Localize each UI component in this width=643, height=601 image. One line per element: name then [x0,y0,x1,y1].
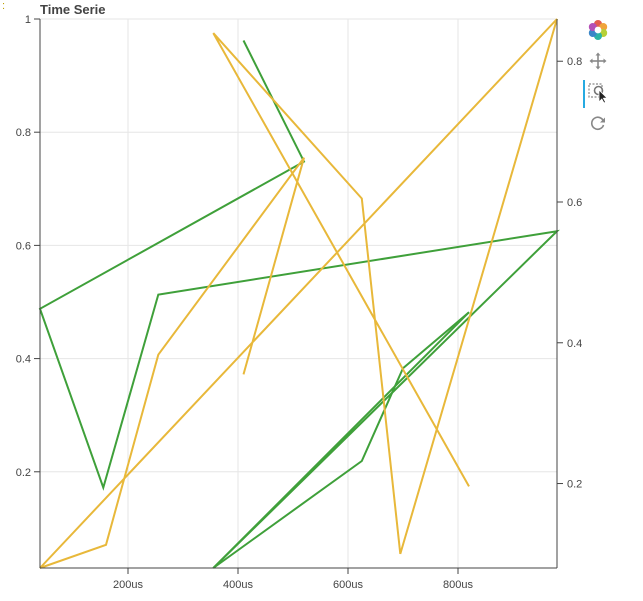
y-left-tick-label: 0.2 [16,467,31,479]
y-left-tick-label: 1 [25,14,31,26]
y-right-tick-label: 0.6 [567,197,582,209]
y-right-tick-label: 0.2 [567,479,582,491]
series-line-2 [39,18,558,569]
series-line-1 [212,311,470,569]
x-tick-label: 600us [333,579,363,591]
chart-title: Time Serie [40,2,106,17]
box-zoom-tool-icon[interactable] [583,80,610,108]
pan-tool-icon[interactable] [586,49,610,73]
x-tick-label: 800us [443,579,473,591]
series-line-0 [38,40,560,569]
x-tick-label: 200us [113,579,143,591]
y-left-tick-label: 0.8 [16,127,31,139]
y-left-tick-label: 0.4 [16,354,31,366]
corner-mark: : [2,0,6,12]
chart-toolbar [583,18,612,142]
y-left-tick-label: 0.6 [16,240,31,252]
reset-tool-icon[interactable] [586,111,610,135]
y-right-tick-label: 0.8 [567,56,582,68]
x-tick-label: 400us [223,579,253,591]
y-right-tick-label: 0.4 [567,338,582,350]
bokeh-logo-icon [586,18,610,42]
